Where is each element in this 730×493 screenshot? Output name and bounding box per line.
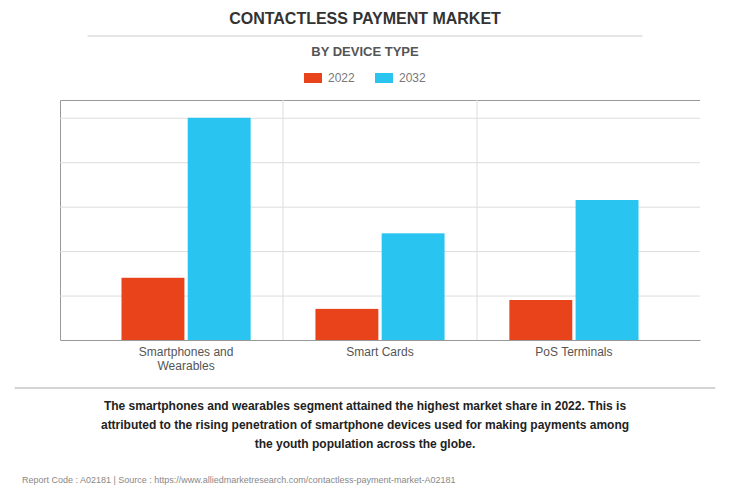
bar: [509, 300, 572, 340]
x-tick: Smart Cards: [346, 340, 413, 359]
y-axis: [60, 101, 700, 341]
footnote: The smartphones and wearables segment at…: [101, 399, 629, 451]
series: [188, 118, 639, 340]
title-separator: [88, 36, 643, 37]
footnote-line: attributed to the rising penetration of …: [101, 418, 629, 432]
x-tick-label-line: Wearables: [157, 359, 214, 373]
bar: [121, 278, 184, 340]
bar: [315, 309, 378, 340]
x-tick-label: Smartphones andWearables: [139, 345, 234, 373]
y-axis-line: [61, 101, 701, 341]
footnote-line: the youth population across the globe.: [255, 437, 476, 451]
x-axis: Smartphones andWearables Smart Cards PoS T…: [61, 340, 701, 373]
y-tick: [60, 340, 700, 341]
legend-swatch: [375, 73, 393, 83]
x-tick-label-line: Smart Cards: [346, 345, 413, 359]
report-code: Report Code : A02181 | Source : https://…: [22, 475, 456, 485]
legend-item: 2022: [304, 71, 355, 85]
bar: [576, 200, 639, 340]
footnote-separator: [15, 388, 716, 389]
footnote-line: The smartphones and wearables segment at…: [104, 399, 626, 413]
grid-line: [60, 118, 700, 119]
plot-area: Smartphones andWearables Smart Cards PoS T…: [60, 100, 701, 373]
x-tick: Smartphones andWearables: [139, 340, 234, 373]
subtitle: BY DEVICE TYPE: [311, 44, 419, 59]
x-tick-label-line: PoS Terminals: [535, 345, 612, 359]
legend-label: 2022: [328, 71, 355, 85]
legend-swatch: [304, 73, 322, 83]
x-tick-label: PoS Terminals: [535, 345, 612, 359]
legend-item: 2032: [375, 71, 426, 85]
y-tick: [60, 162, 700, 163]
bars: [121, 118, 638, 340]
title: CONTACTLESS PAYMENT MARKET: [229, 10, 501, 27]
grid-line: [60, 340, 700, 341]
bar: [382, 233, 445, 340]
y-tick: [60, 118, 700, 119]
legend: 2022 2032: [304, 71, 426, 85]
legend-label: 2032: [399, 71, 426, 85]
x-tick: PoS Terminals: [535, 340, 612, 359]
bar: [188, 118, 251, 340]
group-separator: [283, 100, 284, 340]
grid-line: [60, 162, 700, 163]
x-axis-line: [61, 340, 701, 341]
x-tick-label: Smart Cards: [346, 345, 413, 359]
group-separator: [476, 100, 477, 340]
x-tick-label-line: Smartphones and: [139, 345, 234, 359]
chart: CONTACTLESS PAYMENT MARKET BY DEVICE TYPE…: [0, 0, 730, 493]
